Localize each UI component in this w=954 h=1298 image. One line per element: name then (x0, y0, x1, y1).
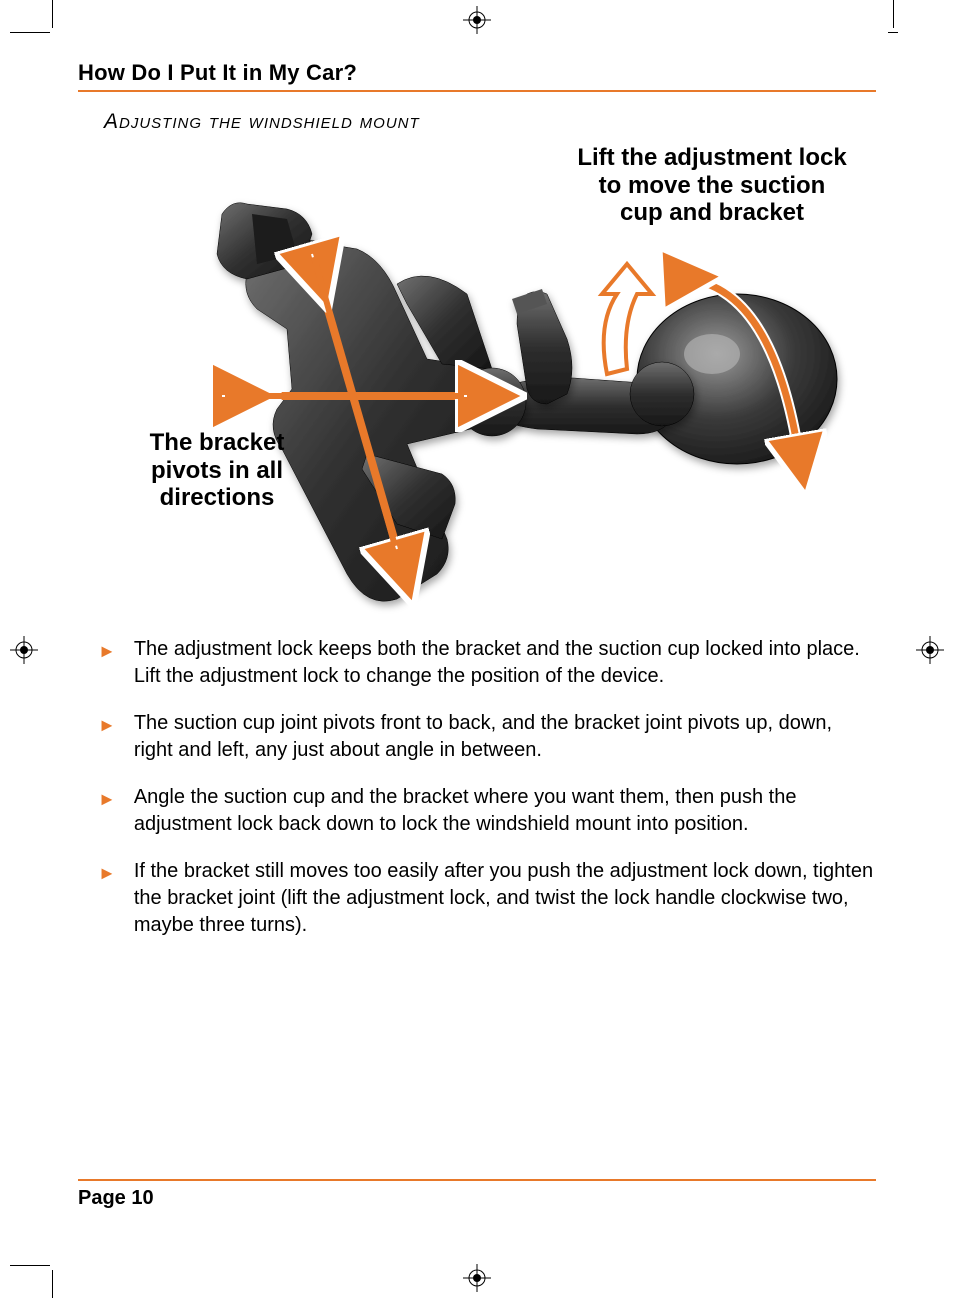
crop-mark (52, 0, 53, 28)
page-number: Page 10 (78, 1187, 876, 1210)
list-item-text: The suction cup joint pivots front to ba… (134, 710, 876, 764)
triangle-bullet-icon: ► (98, 861, 116, 885)
list-item-text: The adjustment lock keeps both the brack… (134, 636, 876, 690)
triangle-bullet-icon: ► (98, 713, 116, 737)
list-item: ► The adjustment lock keeps both the bra… (98, 636, 876, 690)
page-footer: Page 10 (78, 1179, 876, 1210)
list-item-text: Angle the suction cup and the bracket wh… (134, 784, 876, 838)
crop-mark (10, 1265, 50, 1266)
page-title: How Do I Put It in My Car? (78, 60, 876, 86)
crop-mark (10, 32, 50, 33)
crop-mark (52, 1270, 53, 1298)
list-item: ► The suction cup joint pivots front to … (98, 710, 876, 764)
registration-mark-icon (463, 6, 491, 34)
list-item: ► If the bracket still moves too easily … (98, 858, 876, 939)
page-content: How Do I Put It in My Car? Adjusting the… (78, 60, 876, 1210)
triangle-bullet-icon: ► (98, 639, 116, 663)
registration-mark-icon (10, 636, 38, 664)
list-item: ► Angle the suction cup and the bracket … (98, 784, 876, 838)
crop-mark (888, 32, 898, 33)
registration-mark-icon (916, 636, 944, 664)
windshield-mount-figure: Lift the adjustment lock to move the suc… (97, 144, 857, 614)
crop-mark (893, 0, 894, 28)
figure-callout-bracket-pivots: The bracket pivots in all directions (137, 429, 297, 512)
figure-callout-lift-lock: Lift the adjustment lock to move the suc… (577, 144, 847, 227)
triangle-bullet-icon: ► (98, 787, 116, 811)
instruction-list: ► The adjustment lock keeps both the bra… (98, 636, 876, 939)
page-header: How Do I Put It in My Car? (78, 60, 876, 92)
section-subhead: Adjusting the windshield mount (104, 110, 876, 134)
registration-mark-icon (463, 1264, 491, 1292)
list-item-text: If the bracket still moves too easily af… (134, 858, 876, 939)
